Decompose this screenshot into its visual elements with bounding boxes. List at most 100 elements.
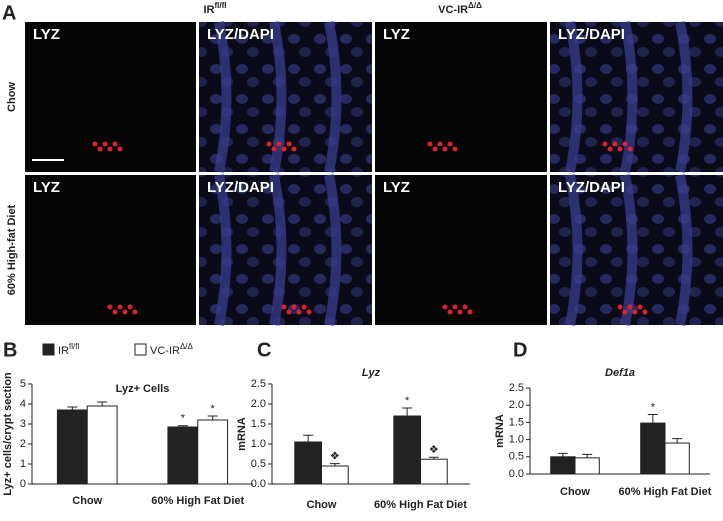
chart-title: Lyz (362, 367, 381, 379)
lyz-signal (427, 141, 433, 147)
lyz-signal (132, 309, 138, 315)
bar (167, 426, 199, 485)
error-bar (207, 415, 218, 420)
stain-label: LYZ (33, 179, 60, 196)
lyz-signal (437, 141, 443, 147)
lyz-signal (92, 141, 98, 147)
y-tick-label: 1.0 (251, 438, 266, 450)
lyz-signal (457, 309, 463, 315)
lyz-signal (467, 309, 473, 315)
stain-label: LYZ/DAPI (207, 179, 274, 196)
stain-label: LYZ (383, 179, 410, 196)
lyz-signal (97, 146, 103, 152)
legend-label: IRfl/fl (58, 342, 79, 357)
bar (420, 458, 448, 485)
lyz-signal (442, 146, 448, 152)
micrograph (375, 175, 547, 325)
lyz-signal (632, 309, 638, 315)
y-tick-label: 5 (20, 378, 26, 390)
y-tick-label: 0 (20, 478, 26, 490)
chart-title: Def1a (605, 367, 635, 379)
villus (214, 21, 232, 173)
x-tick-label: Chow (72, 495, 102, 507)
lyz-signal (266, 141, 272, 147)
y-tick-label: 0.5 (251, 458, 266, 470)
villus (324, 21, 342, 173)
lyz-signal (107, 146, 113, 152)
y-axis-label: mRNA (494, 414, 506, 448)
error-bar (67, 406, 78, 410)
error-bar (402, 407, 413, 416)
lyz-signal (276, 141, 282, 147)
bar (664, 442, 690, 475)
text-superscript: Δ/Δ (180, 342, 194, 351)
lyz-signal (622, 309, 628, 315)
panel-label: B (3, 339, 17, 361)
row-label: Chow (6, 82, 18, 112)
error-bar (647, 413, 658, 424)
text-main: IR (58, 345, 69, 357)
y-tick-label: 0.0 (509, 468, 524, 480)
y-tick-label: 2 (20, 438, 26, 450)
lyz-signal (271, 146, 277, 152)
lyz-signal (607, 146, 613, 152)
lyz-signal (117, 304, 123, 310)
lyz-signal (117, 146, 123, 152)
lyz-signal (102, 141, 108, 147)
lyz-signal (612, 141, 618, 147)
y-tick-label: 1.5 (509, 416, 524, 428)
text-superscript: Δ/Δ (468, 1, 482, 10)
y-tick-label: 2.0 (509, 399, 524, 411)
lyz-signal (432, 146, 438, 152)
villus (675, 21, 693, 173)
x-tick-label: Chow (307, 499, 337, 511)
error-bar (557, 452, 568, 457)
y-tick-label: 4 (20, 398, 26, 410)
lyz-signal (286, 141, 292, 147)
bar (56, 409, 88, 485)
lyz-signal (622, 141, 628, 147)
error-bar (177, 425, 188, 427)
lyz-signal (617, 146, 623, 152)
bar (86, 405, 118, 485)
lyz-signal (281, 304, 287, 310)
text-superscript: fl/fl (215, 1, 227, 10)
bar (321, 465, 349, 485)
x-tick-label: 60% High Fat Diet (619, 486, 712, 498)
stain-label: LYZ/DAPI (558, 179, 625, 196)
lyz-signal (291, 304, 297, 310)
text-superscript: fl/fl (69, 342, 79, 351)
y-tick-label: 2.5 (509, 382, 524, 394)
error-bar (329, 463, 340, 466)
x-tick-label: Chow (560, 486, 590, 498)
annotation: * (181, 413, 186, 425)
lyz-signal (627, 146, 633, 152)
lyz-signal (301, 304, 307, 310)
lyz-signal (286, 309, 292, 315)
lyz-signal (306, 309, 312, 315)
annotation: * (211, 403, 216, 415)
y-tick-label: 0.0 (251, 478, 266, 490)
lyz-signal (627, 304, 633, 310)
lyz-signal (637, 304, 643, 310)
stain-label: LYZ (33, 26, 60, 43)
bar (640, 422, 666, 475)
lyz-signal (452, 304, 458, 310)
y-axis-label: Lyz+ cells/crypt section (2, 372, 14, 496)
villus (675, 174, 693, 326)
panel-label: C (257, 339, 271, 361)
error-bar (582, 453, 593, 458)
lyz-signal (107, 304, 113, 310)
lyz-signal (617, 304, 623, 310)
error-bar (97, 401, 108, 406)
lyz-signal (452, 146, 458, 152)
villus (269, 21, 287, 173)
bar (393, 415, 421, 485)
lyz-signal (462, 304, 468, 310)
lyz-signal (447, 141, 453, 147)
legend-swatch (42, 343, 55, 356)
x-tick-label: 60% High Fat Diet (374, 499, 467, 511)
row-label: 60% High-fat Diet (6, 204, 18, 295)
y-tick-label: 1 (20, 458, 26, 470)
